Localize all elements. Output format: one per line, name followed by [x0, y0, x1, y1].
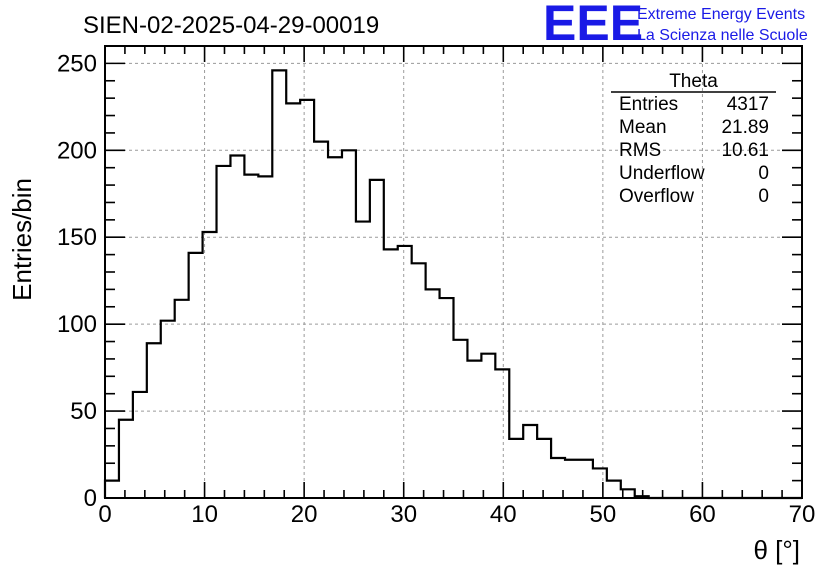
histogram-bin: [495, 369, 509, 498]
stats-label: Entries: [619, 94, 678, 115]
histogram-bin: [537, 439, 551, 498]
histogram-bin: [119, 420, 133, 498]
brand-line1: Extreme Energy Events: [637, 6, 805, 23]
histogram-bin: [175, 300, 189, 498]
stats-label: RMS: [619, 140, 661, 161]
histogram-bin: [161, 321, 175, 498]
histogram-bin: [356, 222, 370, 498]
brand-line2: La Scienza nelle Scuole: [637, 27, 808, 44]
stats-label: Overflow: [619, 186, 694, 207]
histogram-bin: [147, 343, 161, 498]
histogram-bin: [593, 468, 607, 498]
histogram-bin: [272, 70, 286, 498]
histogram-bin: [342, 150, 356, 498]
histogram-bin: [328, 157, 342, 498]
histogram-bin: [412, 263, 426, 498]
stats-label: Mean: [619, 117, 667, 138]
y-axis-label: Entries/bin: [7, 178, 37, 301]
histogram-bin: [230, 156, 244, 498]
histogram-bin: [314, 142, 328, 498]
histogram-bin: [217, 166, 231, 498]
y-tick-label: 150: [57, 224, 97, 251]
eee-logo: EEE Extreme Energy Events La Scienza nel…: [543, 0, 808, 51]
histogram-bin: [509, 439, 523, 498]
histogram-bin: [440, 298, 454, 498]
histogram-bin: [189, 253, 203, 498]
histogram-bin: [203, 232, 217, 498]
stats-value: 0: [758, 186, 769, 207]
histogram-bin: [523, 425, 537, 498]
x-tick-label: 0: [98, 501, 111, 528]
histogram-bin: [481, 354, 495, 498]
stats-value: 21.89: [721, 117, 769, 138]
stats-value: 10.61: [721, 140, 769, 161]
histogram-outline: [103, 69, 802, 500]
histogram-bin: [133, 392, 147, 498]
y-tick-label: 250: [57, 50, 97, 77]
stats-value: 0: [758, 163, 769, 184]
x-tick-label: 40: [490, 501, 517, 528]
histogram-bin: [384, 249, 398, 498]
y-tick-label: 200: [57, 137, 97, 164]
x-axis-label: θ [°]: [753, 535, 800, 565]
histogram-bars: [103, 69, 802, 500]
stats-value: 4317: [727, 94, 769, 115]
eee-logo-text: EEE: [543, 0, 643, 51]
x-tick-label: 60: [689, 501, 716, 528]
x-tick-label: 20: [291, 501, 318, 528]
y-tick-label: 0: [84, 485, 97, 512]
x-tick-label: 10: [191, 501, 218, 528]
axis-tick-labels: 0 10 20 30 40 50 60 70 0 50 100 150 200 250: [57, 50, 815, 528]
x-tick-label: 70: [789, 501, 816, 528]
chart-title: SIEN-02-2025-04-29-00019: [83, 12, 379, 39]
histogram-bin: [426, 289, 440, 498]
x-tick-label: 50: [590, 501, 617, 528]
y-tick-label: 100: [57, 311, 97, 338]
histogram-bin: [244, 175, 258, 498]
histogram-bin: [467, 361, 481, 498]
histogram-bin: [398, 246, 412, 498]
histogram-bin: [454, 340, 468, 498]
histogram-bin: [300, 100, 314, 498]
histogram-bin: [607, 481, 621, 498]
histogram-bin: [370, 180, 384, 498]
histogram-bin: [258, 176, 272, 498]
y-tick-label: 50: [70, 398, 97, 425]
histogram-bin: [565, 460, 579, 498]
x-tick-label: 30: [390, 501, 417, 528]
stats-title: Theta: [669, 71, 718, 92]
histogram-bin: [579, 460, 593, 498]
histogram-bin: [105, 481, 119, 498]
axis-ticks: [104, 45, 803, 499]
histogram-bin: [286, 103, 300, 498]
stats-label: Underflow: [619, 163, 705, 184]
